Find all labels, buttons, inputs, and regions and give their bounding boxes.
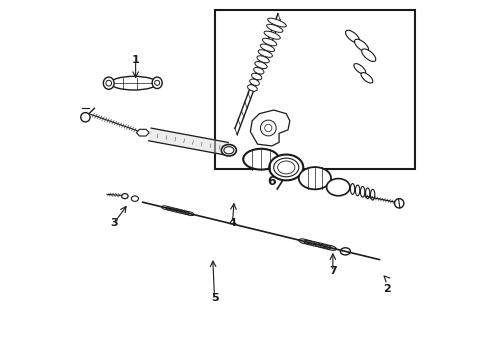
Circle shape (394, 199, 404, 208)
Ellipse shape (250, 79, 259, 85)
Text: 1: 1 (132, 55, 140, 65)
Ellipse shape (257, 56, 270, 63)
Text: 5: 5 (211, 293, 219, 303)
Ellipse shape (361, 73, 373, 83)
Text: 3: 3 (110, 218, 118, 228)
Ellipse shape (258, 50, 272, 57)
Text: 4: 4 (228, 218, 236, 228)
Ellipse shape (260, 44, 274, 51)
Circle shape (81, 113, 90, 122)
Bar (215, 10, 416, 169)
Ellipse shape (268, 18, 286, 27)
Ellipse shape (264, 31, 280, 39)
Polygon shape (149, 128, 228, 155)
Ellipse shape (152, 77, 162, 89)
Ellipse shape (111, 76, 157, 90)
Ellipse shape (326, 179, 350, 196)
Ellipse shape (251, 73, 262, 80)
Ellipse shape (345, 30, 360, 43)
Ellipse shape (254, 67, 264, 74)
Circle shape (155, 80, 160, 85)
Ellipse shape (354, 64, 366, 74)
Ellipse shape (221, 144, 236, 156)
Ellipse shape (243, 149, 279, 170)
Text: 7: 7 (329, 266, 337, 276)
Polygon shape (136, 129, 149, 136)
Circle shape (106, 80, 112, 86)
Ellipse shape (103, 77, 114, 89)
Text: 2: 2 (383, 284, 391, 294)
Ellipse shape (263, 38, 277, 46)
Ellipse shape (354, 39, 368, 52)
Ellipse shape (267, 24, 283, 32)
Ellipse shape (362, 49, 376, 62)
Ellipse shape (255, 62, 267, 68)
Ellipse shape (299, 167, 331, 189)
Ellipse shape (247, 85, 257, 91)
Ellipse shape (269, 154, 303, 180)
Text: 6: 6 (268, 175, 276, 188)
Polygon shape (250, 110, 290, 146)
